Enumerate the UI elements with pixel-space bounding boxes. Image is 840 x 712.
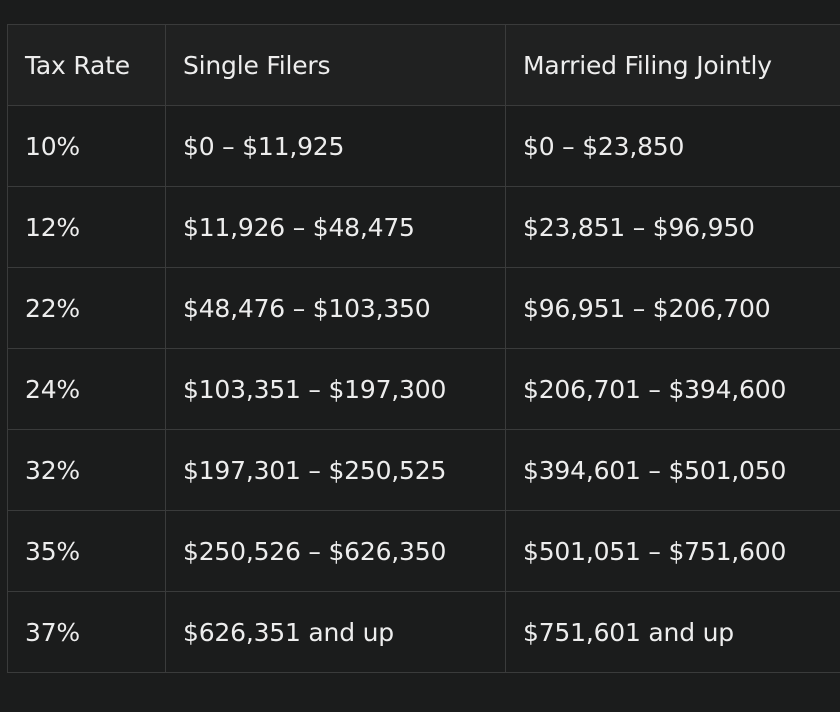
married-filing-jointly-cell: $751,601 and up [505, 591, 840, 673]
single-filers-cell: $0 – $11,925 [165, 105, 506, 187]
header-married-filing-jointly: Married Filing Jointly [505, 24, 840, 106]
tax-rate-cell: 24% [7, 348, 166, 430]
tax-rate-cell: 10% [7, 105, 166, 187]
married-filing-jointly-cell: $0 – $23,850 [505, 105, 840, 187]
tax-rate-cell: 22% [7, 267, 166, 349]
tax-rate-cell: 37% [7, 591, 166, 673]
married-filing-jointly-cell: $501,051 – $751,600 [505, 510, 840, 592]
table-row: 37% $626,351 and up $751,601 and up [7, 591, 840, 673]
header-tax-rate: Tax Rate [7, 24, 166, 106]
single-filers-cell: $11,926 – $48,475 [165, 186, 506, 268]
table-row: 24% $103,351 – $197,300 $206,701 – $394,… [7, 348, 840, 430]
married-filing-jointly-cell: $206,701 – $394,600 [505, 348, 840, 430]
table-row: 12% $11,926 – $48,475 $23,851 – $96,950 [7, 186, 840, 268]
single-filers-cell: $48,476 – $103,350 [165, 267, 506, 349]
married-filing-jointly-cell: $394,601 – $501,050 [505, 429, 840, 511]
single-filers-cell: $250,526 – $626,350 [165, 510, 506, 592]
married-filing-jointly-cell: $23,851 – $96,950 [505, 186, 840, 268]
tax-rate-cell: 35% [7, 510, 166, 592]
single-filers-cell: $197,301 – $250,525 [165, 429, 506, 511]
tax-rate-cell: 32% [7, 429, 166, 511]
tax-rate-cell: 12% [7, 186, 166, 268]
tax-brackets-table: Tax Rate Single Filers Married Filing Jo… [7, 24, 840, 673]
header-row: Tax Rate Single Filers Married Filing Jo… [7, 24, 840, 106]
table-row: 22% $48,476 – $103,350 $96,951 – $206,70… [7, 267, 840, 349]
table-row: 35% $250,526 – $626,350 $501,051 – $751,… [7, 510, 840, 592]
table-body: 10% $0 – $11,925 $0 – $23,850 12% $11,92… [7, 105, 840, 673]
single-filers-cell: $626,351 and up [165, 591, 506, 673]
table-header: Tax Rate Single Filers Married Filing Jo… [7, 24, 840, 106]
header-single-filers: Single Filers [165, 24, 506, 106]
tax-brackets-table-container: Tax Rate Single Filers Married Filing Jo… [7, 24, 840, 673]
married-filing-jointly-cell: $96,951 – $206,700 [505, 267, 840, 349]
table-row: 10% $0 – $11,925 $0 – $23,850 [7, 105, 840, 187]
table-row: 32% $197,301 – $250,525 $394,601 – $501,… [7, 429, 840, 511]
single-filers-cell: $103,351 – $197,300 [165, 348, 506, 430]
